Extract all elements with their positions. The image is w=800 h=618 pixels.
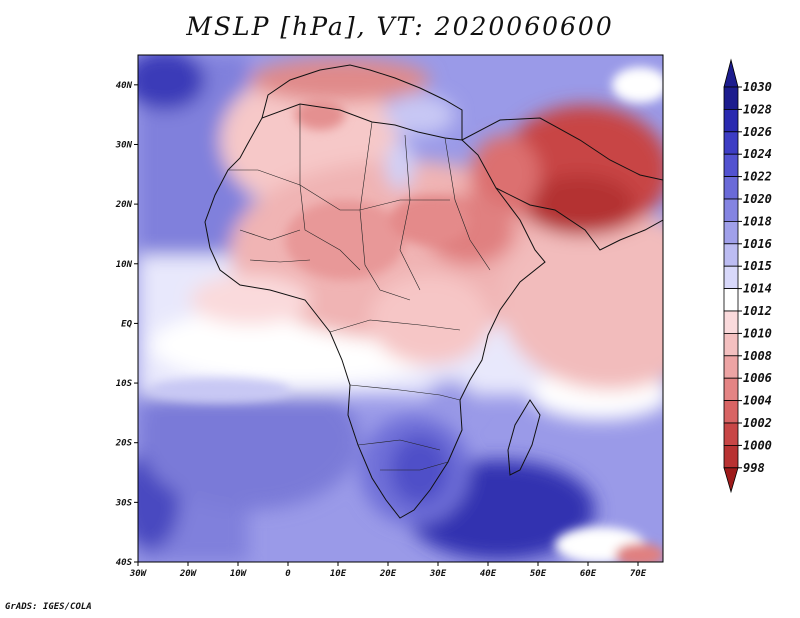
- colorbar-level-label: 1010: [743, 326, 772, 340]
- colorbar-swatch: [723, 153, 739, 177]
- lat-tick-label: 30S: [115, 498, 133, 508]
- colorbar-level-label: 1026: [743, 125, 772, 139]
- latitude-axis: 40N 30N 20N 10N EQ 10S 20S 30S 40S: [115, 81, 138, 568]
- colorbar-swatch: [723, 220, 739, 245]
- colorbar-level-label: 1030: [743, 80, 772, 94]
- colorbar-swatch: [723, 377, 739, 402]
- lat-tick-label: 40S: [116, 558, 133, 568]
- colorbar-level-label: 1015: [743, 259, 772, 273]
- colorbar-level-label: 1024: [743, 147, 772, 161]
- plot-frame: [137, 54, 664, 563]
- lat-tick-label: EQ: [121, 319, 132, 329]
- colorbar-level-label: 1002: [743, 416, 772, 430]
- lat-tick-label: 10N: [116, 260, 133, 270]
- lat-tick-label: 40N: [116, 81, 133, 91]
- colorbar-level-label: 1020: [743, 192, 772, 206]
- colorbar-swatch: [723, 176, 739, 200]
- colorbar-level-label: 1028: [743, 102, 772, 116]
- lon-tick-label: 10E: [330, 569, 347, 579]
- colorbar-level-label: 1004: [743, 394, 772, 408]
- colorbar-swatch: [723, 198, 739, 222]
- colorbar-swatch: [723, 444, 739, 469]
- colorbar: 1030 1028 1026 1024 1022 1020 1018 1016 1015 1014…: [723, 58, 772, 494]
- colorbar-arrow-bottom: [723, 467, 739, 494]
- colorbar-arrow-top: [723, 58, 739, 88]
- lon-tick-label: 50E: [530, 569, 547, 579]
- lon-tick-label: 10W: [230, 569, 248, 579]
- colorbar-level-label: 1000: [743, 438, 772, 452]
- colorbar-swatch: [723, 310, 739, 334]
- lon-tick-label: 60E: [580, 569, 597, 579]
- lon-tick-label: 0: [285, 569, 291, 579]
- colorbar-swatch: [723, 131, 739, 155]
- colorbar-swatch: [723, 109, 739, 133]
- colorbar-level-label: 998: [743, 461, 765, 475]
- longitude-axis: 30W 20W 10W 0 10E 20E 30E 40E 50E 60E 70E: [129, 562, 647, 579]
- lat-tick-label: 20S: [115, 439, 133, 449]
- colorbar-swatch: [723, 86, 739, 110]
- colorbar-level-label: 1014: [743, 282, 772, 296]
- colorbar-swatch: [723, 243, 739, 267]
- lat-tick-label: 30N: [115, 140, 133, 150]
- lat-tick-label: 10S: [116, 379, 133, 389]
- colorbar-level-label: 1006: [743, 371, 772, 385]
- grads-credit: GrADS: IGES/COLA: [5, 602, 92, 612]
- coastlines: [204, 64, 663, 519]
- lon-tick-label: 20E: [379, 569, 397, 579]
- colorbar-level-label: 1018: [743, 214, 772, 228]
- colorbar-swatch: [723, 332, 739, 357]
- colorbar-level-label: 1022: [743, 170, 772, 184]
- lon-tick-label: 30E: [429, 569, 447, 579]
- lon-tick-label: 30W: [129, 569, 148, 579]
- colorbar-swatch: [723, 422, 739, 446]
- lon-tick-label: 40E: [480, 569, 497, 579]
- colorbar-level-label: 1008: [743, 349, 772, 363]
- pressure-field: [138, 55, 663, 562]
- lon-tick-label: 70E: [630, 569, 647, 579]
- colorbar-swatch: [723, 355, 739, 379]
- country-borders: [228, 104, 491, 471]
- colorbar-swatch: [723, 288, 739, 312]
- chart-title: MSLP [hPa], VT: 2020060600: [186, 12, 614, 41]
- lon-tick-label: 20W: [179, 569, 198, 579]
- colorbar-swatch: [723, 265, 739, 290]
- colorbar-level-label: 1016: [743, 237, 772, 251]
- colorbar-level-label: 1012: [743, 304, 772, 318]
- lat-tick-label: 20N: [115, 200, 133, 210]
- colorbar-swatch: [723, 400, 739, 424]
